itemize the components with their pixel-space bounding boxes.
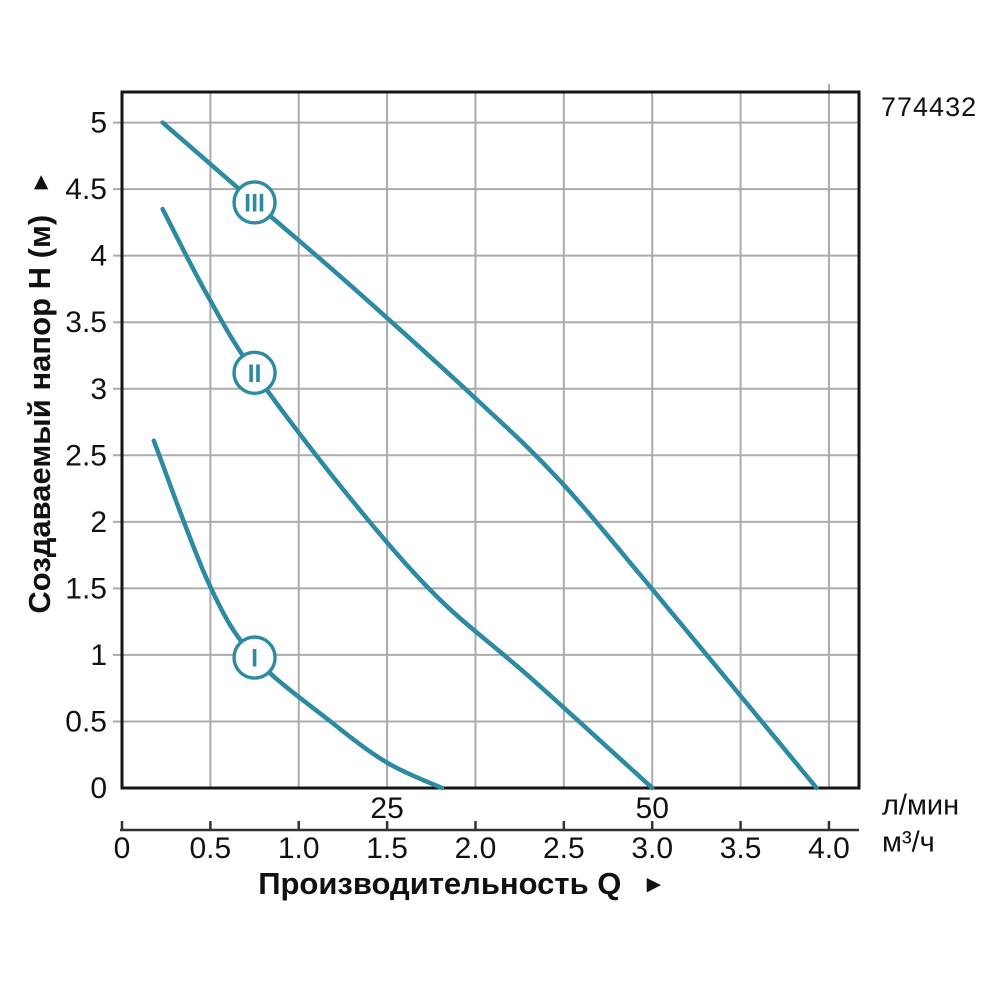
m3h-tick-label: 2.5 (543, 832, 585, 865)
m3h-tick-label: 2.0 (455, 832, 497, 865)
y-tick-label: 3 (90, 373, 107, 406)
y-tick-label: 1.5 (65, 572, 107, 605)
right-arrow-icon: ► (642, 871, 666, 898)
y-tick-label: 0.5 (65, 705, 107, 738)
y-tick-label: 3.5 (65, 306, 107, 339)
x-axis-title-text: Производительность Q (258, 866, 622, 901)
y-tick-label: 0 (90, 772, 107, 805)
y-tick-label: 4 (90, 240, 107, 273)
curve-marker-I (232, 635, 277, 680)
m3h-tick-label: 1.0 (278, 832, 320, 865)
curve-marker-label-I: I (251, 645, 258, 673)
y-tick-label: 5 (90, 107, 107, 140)
curve-marker-III (232, 180, 277, 225)
m3h-tick-label: 3.5 (720, 832, 762, 865)
up-arrow-icon: ► (27, 170, 54, 195)
curve-marker-label-III: III (244, 189, 265, 217)
y-tick-label: 4.5 (65, 173, 107, 206)
curve-marker-II (232, 350, 277, 395)
m3h-tick-label: 1.5 (366, 832, 408, 865)
m3h-tick-label: 3.0 (631, 832, 673, 865)
x-axis-title: Производительность Q ► (258, 866, 666, 902)
y-axis-title: Создаваемый напор H (м) ► (22, 170, 58, 613)
lmin-tick-label: 50 (636, 792, 669, 825)
y-tick-label: 1 (90, 639, 107, 672)
y-axis-title-text: Создаваемый напор H (м) (22, 214, 57, 614)
unit-label-lmin: л/мин (882, 789, 960, 822)
lmin-tick-label: 25 (370, 792, 403, 825)
product-code: 774432 (881, 92, 978, 122)
m3h-tick-label: 0.5 (190, 832, 232, 865)
m3h-tick-label: 4.0 (808, 832, 850, 865)
y-tick-label: 2 (90, 506, 107, 539)
curve-II (160, 206, 655, 791)
y-tick-label: 2.5 (65, 439, 107, 472)
curve-marker-label-II: II (248, 360, 262, 388)
plot-frame (120, 90, 861, 790)
m3h-tick-label: 0 (114, 832, 131, 865)
unit-label-m3h: м³/ч (882, 826, 935, 859)
